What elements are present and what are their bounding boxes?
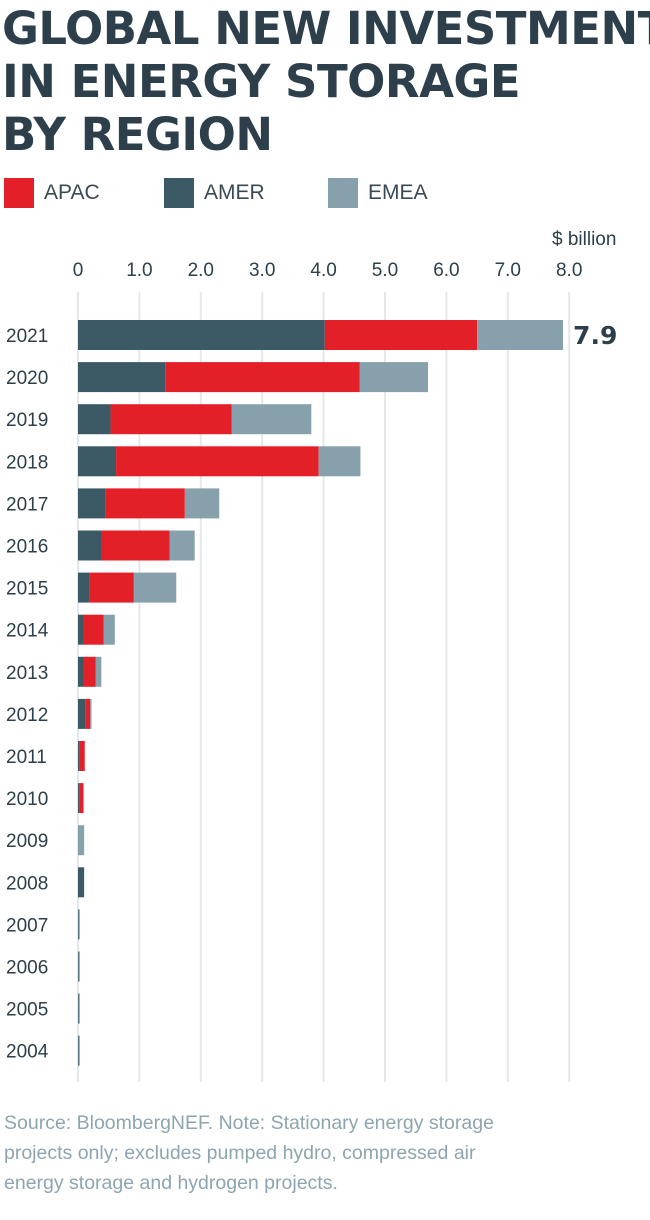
source-note-line: projects only; excludes pumped hydro, co…: [4, 1142, 476, 1164]
legend-item-emea: EMEA: [328, 176, 428, 210]
bar-segment-emea: [90, 698, 92, 729]
source-note: Source: BloombergNEF. Note: Stationary e…: [4, 1108, 644, 1198]
bar-segment-emea: [318, 446, 361, 477]
y-category-label: 2007: [6, 915, 48, 936]
y-category-label: 2012: [6, 705, 48, 726]
bar-segment-amer: [78, 656, 84, 687]
bar-segment-emea: [78, 909, 80, 940]
y-category-label: 2018: [6, 452, 48, 473]
bar-segment-emea: [78, 825, 85, 856]
legend-item-amer: AMER: [164, 176, 265, 210]
bar-segment-apac: [79, 741, 85, 771]
bar-segment-emea: [231, 404, 312, 435]
legend: APAC AMER EMEA: [4, 176, 644, 210]
legend-swatch-apac: [4, 178, 34, 208]
bar-chart: 0 1.0 2.0 3.0 4.0 5.0 6.0 7.0 8.0 2021 7.9 2020 2019…: [6, 260, 617, 1082]
chart-title-line: IN ENERGY STORAGE: [2, 55, 521, 108]
x-tick-label: 3.0: [249, 260, 275, 281]
bar-segment-emea: [78, 1035, 80, 1066]
y-category-label: 2010: [6, 789, 48, 810]
y-category-label: 2011: [6, 747, 47, 768]
bar-segment-emea: [78, 993, 80, 1024]
legend-label-amer: AMER: [204, 181, 265, 204]
bar-segment-emea: [95, 656, 102, 687]
y-category-label: 2017: [6, 494, 48, 515]
y-category-label: 2016: [6, 537, 48, 558]
legend-swatch-amer: [164, 178, 194, 208]
bar-segment-emea: [169, 530, 195, 561]
bar-segment-apac: [89, 572, 134, 603]
bar-segment-amer: [78, 446, 117, 477]
bar-segment-amer: [78, 362, 166, 393]
y-category-label: 2008: [6, 873, 48, 894]
y-category-label: 2020: [6, 368, 48, 389]
x-tick-label: 1.0: [126, 260, 152, 281]
bar-segment-emea: [133, 572, 177, 603]
x-tick-label: 6.0: [433, 260, 459, 281]
x-tick-label: 7.0: [495, 260, 521, 281]
source-note-line: energy storage and hydrogen projects.: [4, 1172, 338, 1194]
total-annotation: 7.9: [573, 321, 617, 350]
bar-segment-apac: [165, 362, 360, 393]
chart-title: GLOBAL NEW INVESTMENT IN ENERGY STORAGE …: [2, 2, 650, 161]
bar-segment-apac: [110, 404, 232, 435]
x-tick-label: 2.0: [188, 260, 214, 281]
bar-segment-amer: [78, 530, 102, 561]
legend-swatch-emea: [328, 178, 358, 208]
bar-segment-amer: [78, 614, 84, 645]
bar-segment-apac: [116, 446, 319, 477]
bar-segment-amer: [78, 404, 111, 435]
bar-segment-amer: [78, 909, 80, 940]
y-category-label: 2015: [6, 579, 48, 600]
bar-segment-amer: [78, 783, 80, 814]
legend-item-apac: APAC: [4, 176, 100, 210]
bar-segment-amer: [78, 488, 106, 519]
y-category-label: 2013: [6, 663, 48, 684]
bar-segment-apac: [101, 530, 170, 561]
chart-title-line: BY REGION: [2, 108, 273, 161]
y-category-label: 2004: [6, 1042, 49, 1063]
bar-segment-amer: [78, 951, 80, 982]
bar-segment-amer: [78, 698, 86, 729]
x-tick-label: 0: [73, 260, 84, 281]
bar-segment-amer: [78, 320, 325, 350]
bar-segment-apac: [79, 783, 84, 814]
bar-segment-apac: [83, 656, 96, 687]
bar-segment-emea: [359, 362, 428, 393]
bar-segment-amer: [78, 867, 85, 898]
bar-segment-emea: [477, 320, 564, 350]
x-tick-label: 4.0: [310, 260, 336, 281]
legend-label-apac: APAC: [44, 181, 100, 204]
y-category-label: 2014: [6, 621, 49, 642]
x-tick-label: 5.0: [372, 260, 398, 281]
bar-segment-amer: [78, 741, 80, 771]
y-category-label: 2019: [6, 410, 48, 431]
y-category-label: 2021: [6, 326, 48, 347]
bar-segment-apac: [324, 320, 478, 350]
bar-segment-emea: [184, 488, 220, 519]
source-note-line: Source: BloombergNEF. Note: Stationary e…: [4, 1112, 494, 1134]
unit-label: $ billion: [552, 229, 617, 250]
bar-segment-emea: [103, 614, 115, 645]
y-category-label: 2009: [6, 831, 48, 852]
legend-label-emea: EMEA: [368, 181, 428, 204]
bar-segment-emea: [78, 951, 80, 982]
chart-title-line: GLOBAL NEW INVESTMENT: [2, 2, 650, 55]
y-category-label: 2006: [6, 958, 48, 979]
bar-segment-amer: [78, 1035, 80, 1066]
y-category-label: 2005: [6, 1000, 48, 1021]
x-tick-label: 8.0: [556, 260, 582, 281]
bar-segment-apac: [83, 614, 104, 645]
bar-segment-amer: [78, 572, 90, 603]
bar-segment-amer: [78, 993, 80, 1024]
bar-segment-apac: [105, 488, 185, 519]
bar-segment-apac: [85, 698, 91, 729]
